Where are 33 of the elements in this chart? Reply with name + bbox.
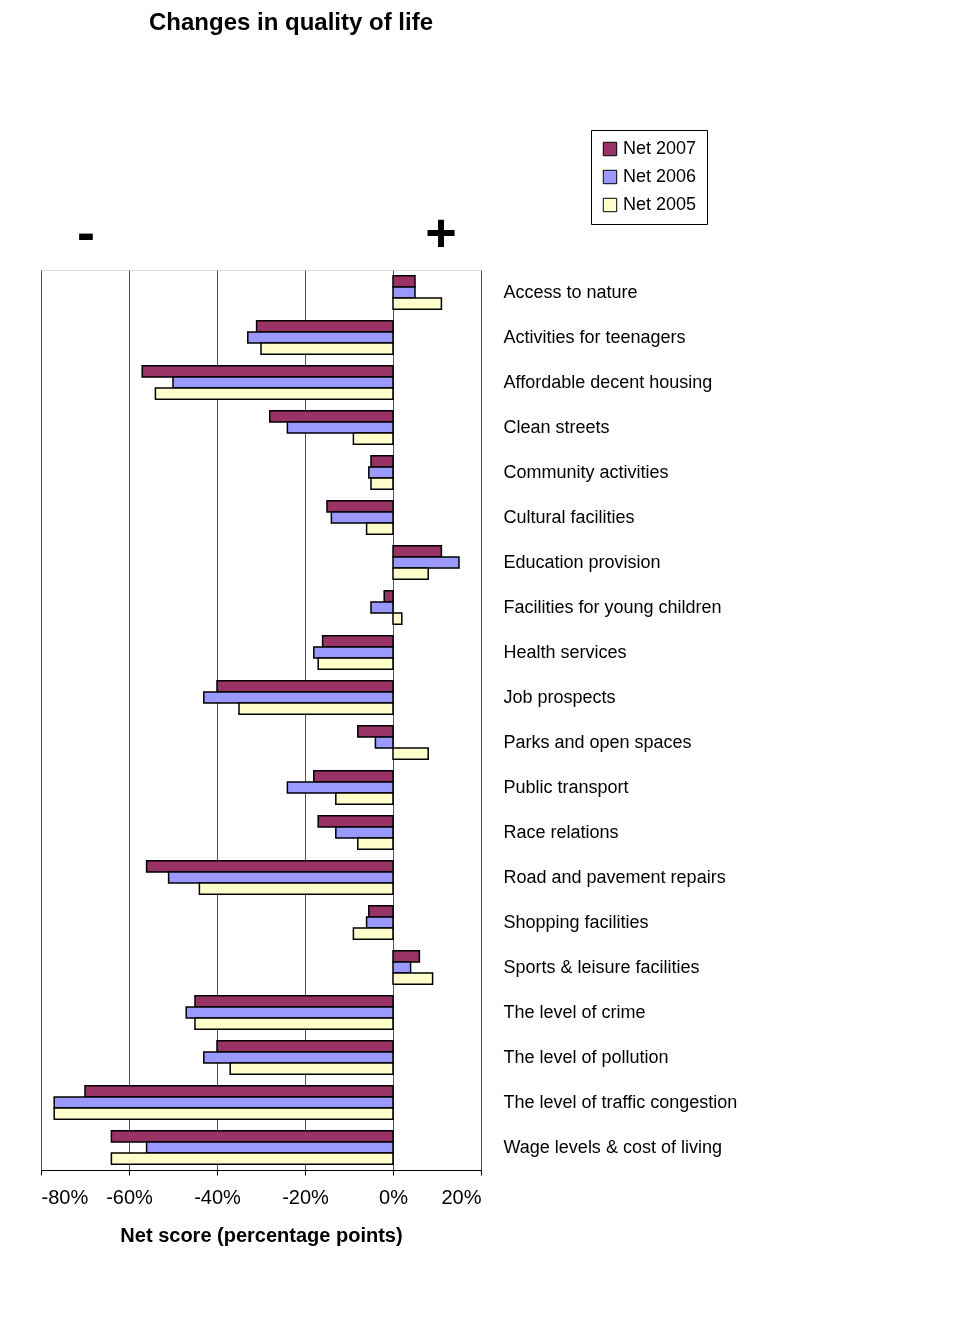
y-tick-label: Health services bbox=[503, 641, 627, 662]
y-tick-label: Parks and open spaces bbox=[503, 731, 692, 752]
x-tick-label: -40% bbox=[194, 1185, 242, 1208]
x-axis-title: Net score (percentage points) bbox=[120, 1223, 403, 1246]
y-tick-label: The level of traffic congestion bbox=[503, 1091, 738, 1112]
y-tick-label: Wage levels & cost of living bbox=[503, 1136, 722, 1157]
text: + bbox=[425, 202, 457, 262]
y-tick-label: Community activities bbox=[503, 461, 669, 482]
x-tick-label: 20% bbox=[441, 1185, 482, 1208]
y-tick-label: Access to nature bbox=[503, 281, 638, 302]
y-tick-label: Activities for teenagers bbox=[503, 326, 686, 347]
y-tick-label: Race relations bbox=[503, 821, 619, 842]
y-tick-label: Sports & leisure facilities bbox=[503, 956, 700, 977]
y-tick-label: Public transport bbox=[503, 776, 629, 797]
x-tick-label: -60% bbox=[106, 1185, 154, 1208]
y-tick-label: Road and pavement repairs bbox=[503, 866, 726, 887]
legend-label: Net 2007 bbox=[623, 138, 697, 158]
y-tick-label: Facilities for young children bbox=[503, 596, 722, 617]
y-tick-label: Affordable decent housing bbox=[503, 371, 713, 392]
text: - bbox=[77, 202, 95, 262]
y-tick-label: The level of pollution bbox=[503, 1046, 669, 1067]
chart-title: Changes in quality of life bbox=[148, 7, 434, 35]
y-tick-label: Shopping facilities bbox=[503, 911, 649, 932]
legend-label: Net 2006 bbox=[623, 166, 697, 186]
legend-label: Net 2005 bbox=[623, 194, 697, 214]
x-tick-label: 0% bbox=[379, 1185, 409, 1208]
y-tick-label: Clean streets bbox=[503, 416, 610, 437]
y-tick-label: Job prospects bbox=[503, 686, 616, 707]
y-tick-label: The level of crime bbox=[503, 1001, 646, 1022]
x-tick-label: -80% bbox=[41, 1185, 89, 1208]
y-tick-label: Education provision bbox=[503, 551, 661, 572]
x-tick-label: -20% bbox=[282, 1185, 330, 1208]
y-tick-label: Cultural facilities bbox=[503, 506, 635, 527]
